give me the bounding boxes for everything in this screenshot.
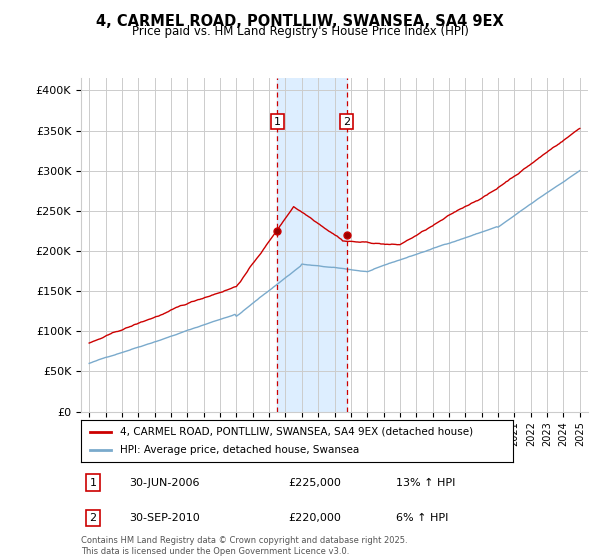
Text: £225,000: £225,000 (288, 478, 341, 488)
Text: 4, CARMEL ROAD, PONTLLIW, SWANSEA, SA4 9EX: 4, CARMEL ROAD, PONTLLIW, SWANSEA, SA4 9… (96, 14, 504, 29)
Bar (277, 78, 347, 412)
Text: £220,000: £220,000 (288, 513, 341, 523)
Text: 4, CARMEL ROAD, PONTLLIW, SWANSEA, SA4 9EX (detached house): 4, CARMEL ROAD, PONTLLIW, SWANSEA, SA4 9… (120, 427, 473, 437)
Text: 6% ↑ HPI: 6% ↑ HPI (396, 513, 448, 523)
Text: Contains HM Land Registry data © Crown copyright and database right 2025.
This d: Contains HM Land Registry data © Crown c… (81, 536, 407, 556)
Text: 30-JUN-2006: 30-JUN-2006 (129, 478, 199, 488)
Text: Price paid vs. HM Land Registry's House Price Index (HPI): Price paid vs. HM Land Registry's House … (131, 25, 469, 38)
Text: 13% ↑ HPI: 13% ↑ HPI (396, 478, 455, 488)
Text: 1: 1 (274, 116, 281, 127)
Text: 1: 1 (89, 478, 97, 488)
Text: 2: 2 (343, 116, 350, 127)
Text: HPI: Average price, detached house, Swansea: HPI: Average price, detached house, Swan… (120, 445, 359, 455)
Text: 2: 2 (89, 513, 97, 523)
Text: 30-SEP-2010: 30-SEP-2010 (129, 513, 200, 523)
